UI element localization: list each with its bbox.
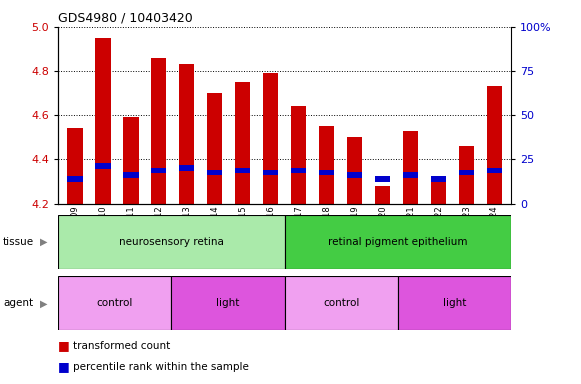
Bar	[235, 82, 250, 204]
Bar	[285, 276, 398, 330]
Bar	[319, 170, 334, 175]
Bar	[487, 86, 502, 204]
Text: transformed count: transformed count	[73, 341, 170, 351]
Bar	[285, 215, 511, 269]
Bar	[459, 170, 474, 175]
Bar	[95, 38, 110, 204]
Bar	[179, 166, 195, 171]
Text: control: control	[323, 298, 360, 308]
Bar	[67, 177, 83, 182]
Bar	[263, 170, 278, 175]
Text: light: light	[443, 298, 467, 308]
Text: neurosensory retina: neurosensory retina	[119, 237, 224, 247]
Bar	[319, 126, 334, 204]
Bar	[403, 172, 418, 177]
Text: control: control	[96, 298, 133, 308]
Bar	[151, 168, 167, 173]
Bar	[207, 93, 223, 204]
Bar	[398, 276, 511, 330]
Bar	[179, 65, 195, 204]
Text: ■: ■	[58, 360, 70, 373]
Bar	[171, 276, 285, 330]
Bar	[291, 106, 306, 204]
Bar	[67, 128, 83, 204]
Bar	[403, 131, 418, 204]
Bar	[123, 172, 138, 177]
Bar	[291, 168, 306, 173]
Text: tissue: tissue	[3, 237, 34, 247]
Bar	[58, 276, 171, 330]
Text: light: light	[216, 298, 240, 308]
Bar	[151, 58, 167, 204]
Text: ■: ■	[58, 339, 70, 352]
Text: retinal pigment epithelium: retinal pigment epithelium	[328, 237, 468, 247]
Text: ▶: ▶	[40, 237, 47, 247]
Bar	[95, 163, 110, 169]
Bar	[263, 73, 278, 204]
Bar	[375, 186, 390, 204]
Bar	[207, 170, 223, 175]
Text: ▶: ▶	[40, 298, 47, 308]
Bar	[58, 215, 285, 269]
Bar	[431, 177, 446, 182]
Bar	[235, 168, 250, 173]
Text: GDS4980 / 10403420: GDS4980 / 10403420	[58, 11, 193, 24]
Text: percentile rank within the sample: percentile rank within the sample	[73, 362, 249, 372]
Bar	[347, 137, 363, 204]
Bar	[123, 118, 138, 204]
Bar	[487, 168, 502, 173]
Bar	[459, 146, 474, 204]
Bar	[431, 181, 446, 204]
Bar	[375, 177, 390, 182]
Text: agent: agent	[3, 298, 33, 308]
Bar	[347, 172, 363, 177]
